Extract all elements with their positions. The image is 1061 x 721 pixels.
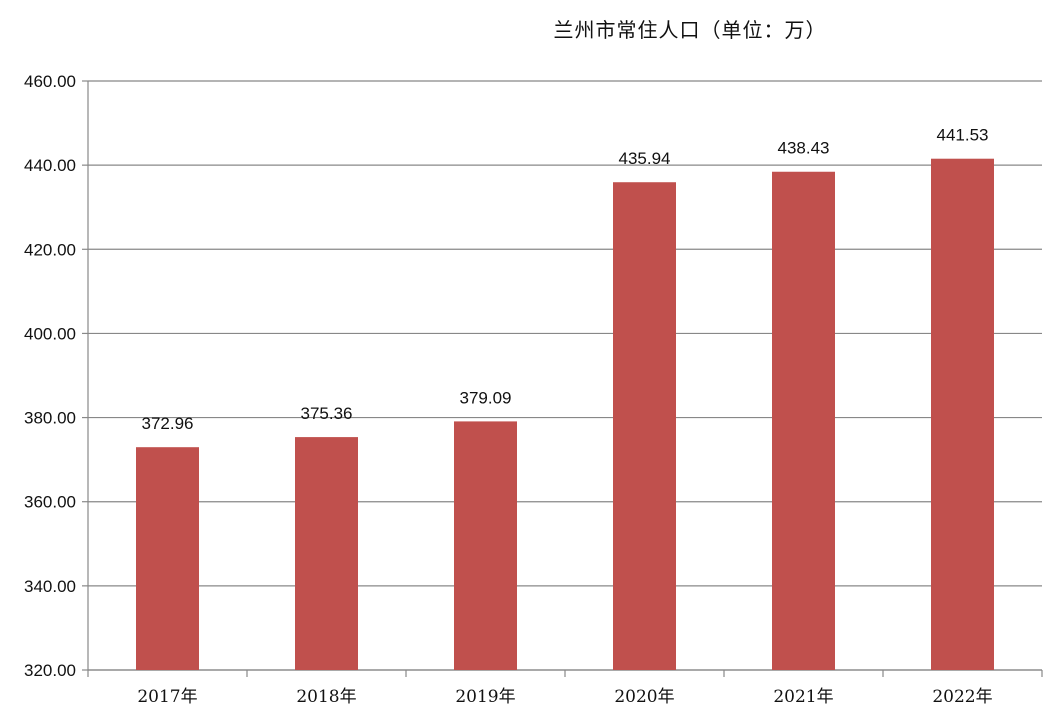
bar [454,421,517,670]
chart-title: 兰州市常住人口（单位：万） [553,18,827,42]
bars [136,158,994,670]
gridlines [88,80,1042,671]
y-tick-label: 320.00 [24,661,76,680]
bar [136,447,199,670]
data-label: 441.53 [937,126,989,145]
bar [295,437,358,670]
bar [613,182,676,670]
y-tick-label: 420.00 [24,240,76,259]
x-category-label: 2020年 [614,687,674,707]
x-category-label: 2019年 [455,687,515,707]
data-label: 435.94 [619,149,671,168]
x-category-label: 2017年 [137,687,197,707]
bar [772,171,835,670]
x-category-label: 2022年 [932,687,992,707]
labels: 320.00 340.00 360.00 380.00 400.00 420.00 440.… [24,72,993,707]
y-tick-label: 360.00 [24,493,76,512]
bar [931,158,994,670]
y-tick-label: 460.00 [24,72,76,91]
data-label: 379.09 [460,388,512,407]
y-tick-label: 400.00 [24,324,76,343]
y-tick-label: 340.00 [24,577,76,596]
y-tick-label: 380.00 [24,409,76,428]
data-label: 438.43 [778,139,830,158]
y-tick-label: 440.00 [24,156,76,175]
data-label: 372.96 [142,414,194,433]
data-label: 375.36 [301,404,353,423]
x-category-label: 2018年 [296,687,356,707]
x-category-label: 2021年 [773,687,833,707]
axes [82,80,1043,677]
